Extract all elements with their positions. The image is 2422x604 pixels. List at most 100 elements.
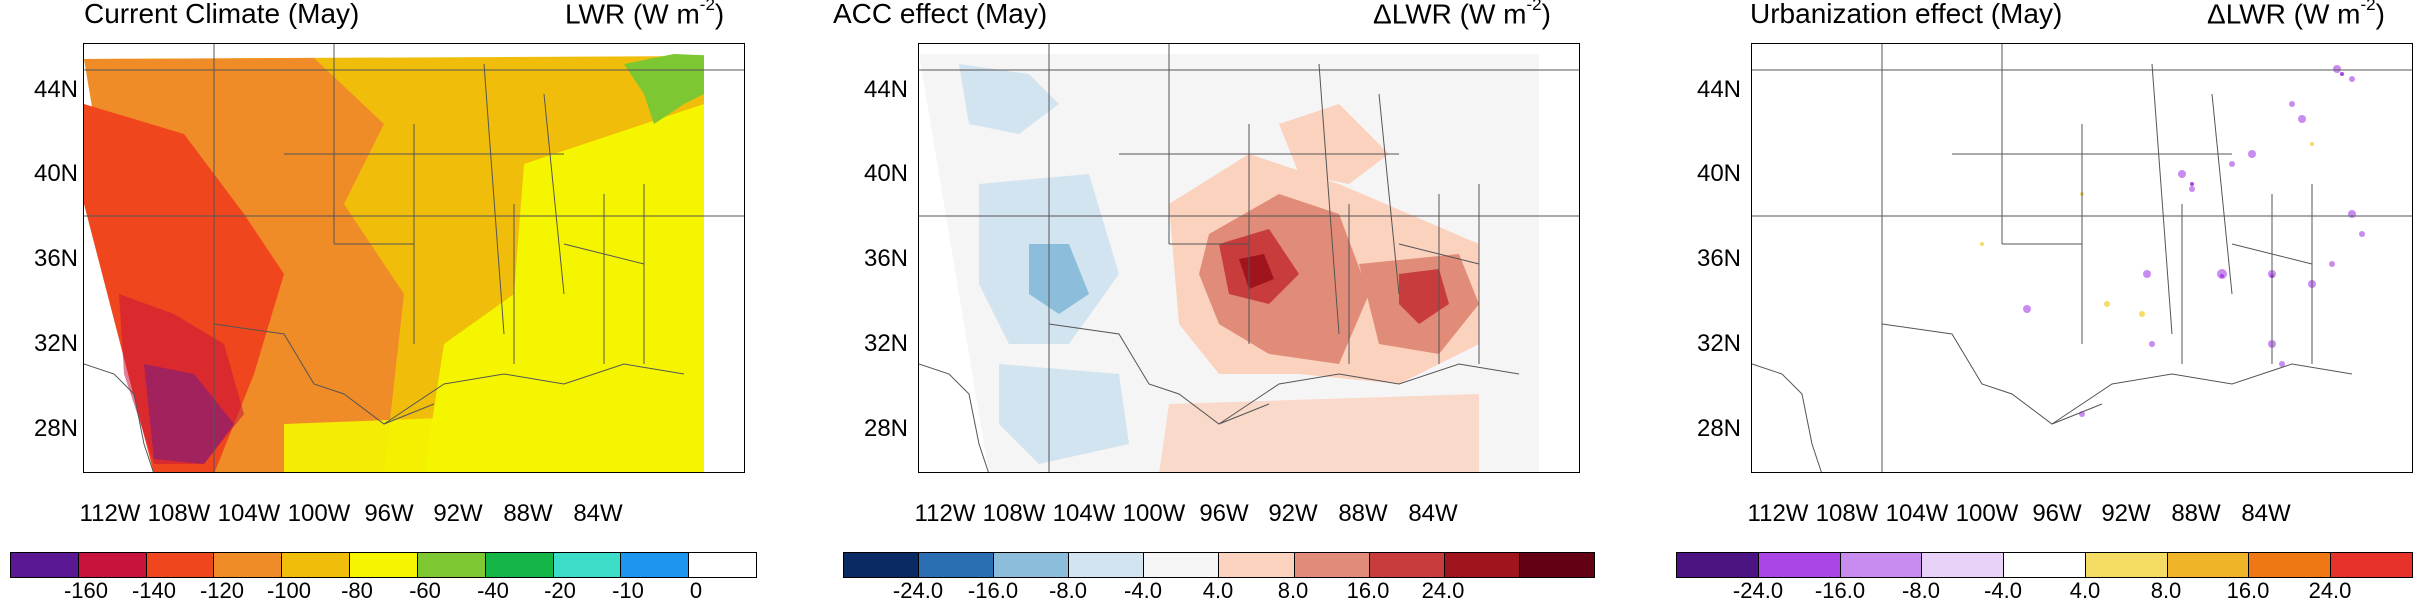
colorbar-label: -160 [63,578,109,603]
map-frame [1751,43,2413,473]
lon-label: 84W [573,500,623,527]
lon-label: 104W [1885,500,1949,527]
lon-label: 92W [433,500,483,527]
colorbar-swatch [1840,553,1923,577]
lat-label: 40N [1696,160,1741,187]
colorbar-swatch [2167,553,2250,577]
colorbar-label: -4.0 [1124,578,1162,603]
colorbar-label: 24.0 [1421,578,1465,603]
colorbar-swatch [350,553,418,577]
colorbar [10,552,757,578]
colorbar-label: -8.0 [1049,578,1087,603]
lat-label: 36N [863,245,908,272]
colorbar-swatch [1219,553,1295,577]
lat-label: 36N [1696,245,1741,272]
colorbar-label: -24.0 [1732,578,1784,603]
lat-label: 28N [33,415,78,442]
map-frame [83,43,745,473]
colorbar-swatch [919,553,995,577]
lat-label: 32N [1696,330,1741,357]
panel-title: ACC effect (May) [833,0,1048,29]
colorbar-swatch [214,553,283,577]
lon-label: 100W [1122,500,1186,527]
colorbar-swatch [1144,553,1220,577]
lat-label: 36N [33,245,78,272]
colorbar-label: -60 [409,578,441,603]
colorbar-swatch [994,553,1070,577]
colorbar-label: 4.0 [1202,578,1234,603]
colorbar-label: -16.0 [1814,578,1866,603]
lon-label: 88W [503,500,553,527]
map-frame [918,43,1580,473]
panel-urbanization-effect: Urbanization effect (May) ΔLWR (W m-2) [1666,0,2422,603]
colorbar-swatch [78,553,147,577]
colorbar-swatch [1369,553,1445,577]
lat-label: 44N [1696,76,1741,103]
colorbar-swatch [417,553,486,577]
panel-acc-effect: ACC effect (May) ΔLWR (W m-2) [833,0,1633,603]
colorbar-swatch [282,553,351,577]
lon-label: 96W [364,500,414,527]
lon-label: 96W [2032,500,2082,527]
colorbar-swatch [2331,553,2413,577]
lat-label: 40N [863,160,908,187]
units-label: ΔLWR (W m-2) [1373,0,1551,30]
colorbar-swatch [1758,553,1841,577]
lon-label: 88W [2171,500,2221,527]
colorbar-swatch [2004,553,2086,577]
lon-label: 104W [217,500,281,527]
colorbar-label: -120 [199,578,245,603]
colorbar-label: 16.0 [2226,578,2270,603]
lon-label: 92W [2101,500,2151,527]
colorbar-label: 8.0 [2150,578,2182,603]
lon-label: 96W [1199,500,1249,527]
colorbar-swatch [1069,553,1145,577]
colorbar-swatch [146,553,215,577]
colorbar-label: 8.0 [1277,578,1309,603]
map-urbanization-effect [1752,44,2412,472]
colorbar [843,552,1595,578]
panel-current-climate: Current Climate (May) LWR (W m-2) [0,0,800,603]
colorbar-label: -100 [266,578,312,603]
lon-label: 84W [1408,500,1458,527]
lat-label: 32N [33,330,78,357]
colorbar-label: 16.0 [1346,578,1390,603]
colorbar-swatch [621,553,690,577]
colorbar-label: -20 [544,578,576,603]
lon-label: 100W [287,500,351,527]
colorbar-swatch [689,553,756,577]
colorbar-label: 0 [689,578,703,603]
colorbar-label: -40 [477,578,509,603]
lon-label: 84W [2241,500,2291,527]
lon-label: 100W [1955,500,2019,527]
colorbar-label: 4.0 [2069,578,2101,603]
lon-label: 112W [79,500,141,527]
map-acc-effect [919,44,1579,472]
colorbar-label: 24.0 [2308,578,2352,603]
lon-label: 88W [1338,500,1388,527]
colorbar-label: -16.0 [967,578,1019,603]
colorbar-label: -24.0 [892,578,944,603]
colorbar-swatch [1922,553,2005,577]
colorbar-swatch [1519,553,1594,577]
panel-title: Urbanization effect (May) [1750,0,2063,29]
lon-label: 108W [147,500,211,527]
lat-label: 44N [863,76,908,103]
colorbar-swatch [485,553,554,577]
panel-title: Current Climate (May) [84,0,360,29]
units-label: ΔLWR (W m-2) [2207,0,2385,30]
colorbar-swatch [1444,553,1520,577]
lon-label: 92W [1268,500,1318,527]
lat-label: 40N [33,160,78,187]
colorbar-swatch [844,553,920,577]
colorbar-swatch [2249,553,2332,577]
colorbar-label: -140 [131,578,177,603]
colorbar-swatch [1294,553,1370,577]
lat-label: 28N [863,415,908,442]
lon-label: 108W [982,500,1046,527]
colorbar-label: -4.0 [1984,578,2022,603]
units-label: LWR (W m-2) [565,0,725,30]
lat-label: 32N [863,330,908,357]
colorbar-label: -8.0 [1902,578,1940,603]
colorbar-label: -80 [341,578,373,603]
